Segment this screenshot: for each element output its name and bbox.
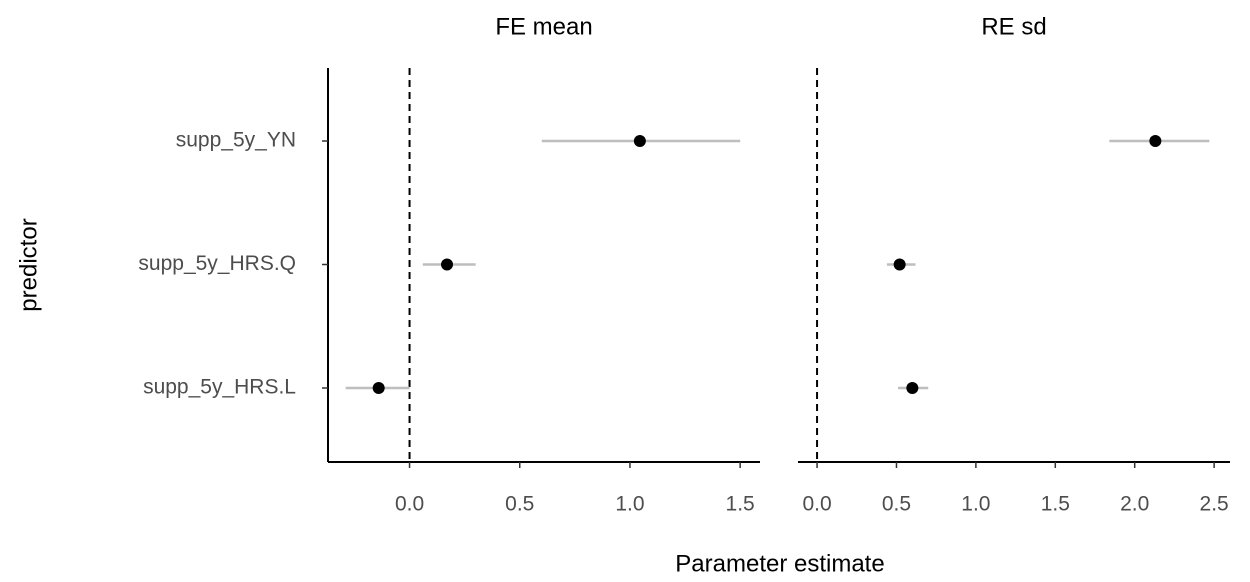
x-axis-title: Parameter estimate	[675, 550, 884, 577]
x-tick-label: 0.0	[395, 493, 424, 516]
point	[906, 382, 919, 394]
point	[1149, 135, 1162, 147]
x-tick-label: 1.5	[1041, 493, 1070, 516]
point	[372, 382, 385, 394]
point	[893, 258, 906, 271]
x-tick-label: 1.0	[961, 493, 990, 516]
y-tick-label: supp_5y_HRS.Q	[138, 252, 296, 275]
x-tick-label: 1.0	[615, 493, 644, 516]
x-tick-label: 0.0	[802, 493, 831, 516]
x-tick-label: 2.5	[1200, 493, 1229, 516]
x-tick-label: 0.5	[882, 493, 911, 516]
point	[441, 258, 454, 271]
y-axis-title: predictor	[15, 218, 42, 311]
y-tick-label: supp_5y_HRS.L	[143, 376, 296, 399]
y-tick-label: supp_5y_YN	[176, 129, 296, 152]
panel-title: RE sd	[981, 13, 1046, 40]
x-tick-label: 2.0	[1120, 493, 1149, 516]
x-tick-label: 0.5	[505, 493, 534, 516]
x-tick-label: 1.5	[726, 493, 755, 516]
point	[633, 135, 646, 147]
panel-title: FE mean	[495, 13, 592, 40]
